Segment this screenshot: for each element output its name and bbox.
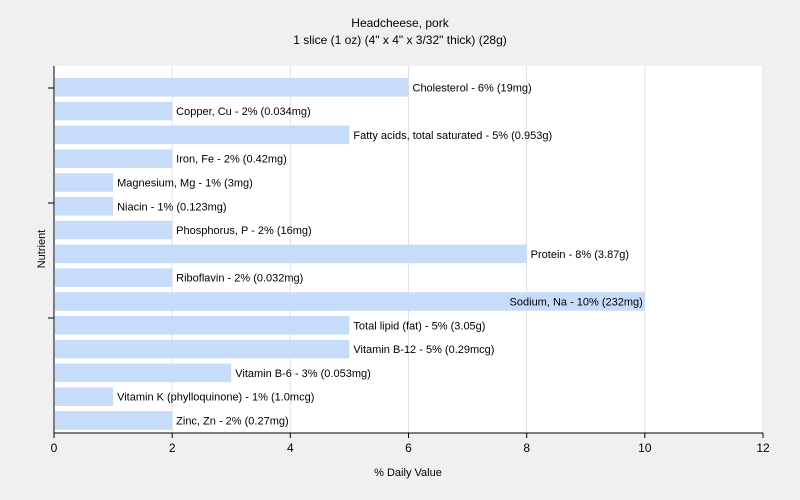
bar [55, 197, 114, 216]
bar [55, 173, 114, 192]
x-tick-label: 12 [756, 441, 770, 455]
bar [55, 244, 527, 264]
chart-title: Headcheese, pork [351, 16, 449, 30]
bar-label: Zinc, Zn - 2% (0.27mg) [176, 415, 288, 427]
x-axis-label: % Daily Value [374, 467, 442, 479]
bar-label: Niacin - 1% (0.123mg) [117, 201, 226, 213]
x-tick-label: 4 [287, 441, 294, 455]
bar [55, 387, 114, 406]
bar [55, 316, 350, 335]
bar-label: Magnesium, Mg - 1% (3mg) [117, 177, 253, 189]
bar [55, 268, 173, 287]
bar [55, 78, 409, 97]
bar-labels: Cholesterol - 6% (19mg) Copper, Cu - 2% (… [117, 82, 643, 427]
x-tick-label: 2 [169, 441, 176, 455]
bar-label: Copper, Cu - 2% (0.034mg) [176, 106, 311, 118]
bar-label: Vitamin B-6 - 3% (0.053mg) [235, 368, 371, 380]
bar-label: Fatty acids, total saturated - 5% (0.953… [353, 130, 552, 142]
bar [55, 220, 173, 240]
bar-label: Vitamin K (phylloquinone) - 1% (1.0mcg) [117, 392, 314, 404]
bars [55, 78, 645, 430]
x-ticks: 0 2 4 6 8 10 12 [51, 433, 770, 455]
x-tick-label: 10 [638, 441, 652, 455]
bar-label: Sodium, Na - 10% (232mg) [510, 296, 643, 308]
bar-label: Iron, Fe - 2% (0.42mg) [176, 154, 287, 166]
bar-label: Phosphorus, P - 2% (16mg) [176, 225, 312, 237]
bar [55, 411, 173, 430]
x-tick-label: 6 [405, 441, 412, 455]
bar-label: Riboflavin - 2% (0.032mg) [176, 273, 303, 285]
bar-label: Total lipid (fat) - 5% (3.05g) [353, 320, 485, 332]
x-tick-label: 8 [523, 441, 530, 455]
bar [55, 339, 350, 359]
bar [55, 292, 645, 311]
bar [55, 125, 350, 145]
bar-label: Vitamin B-12 - 5% (0.29mcg) [353, 344, 494, 356]
bar-label: Cholesterol - 6% (19mg) [413, 82, 532, 94]
bar-label: Protein - 8% (3.87g) [531, 249, 629, 261]
bar [55, 363, 232, 383]
y-axis-label: Nutrient [36, 230, 48, 269]
chart-subtitle: 1 slice (1 oz) (4" x 4" x 3/32" thick) (… [293, 33, 507, 47]
bar [55, 149, 173, 168]
x-tick-label: 0 [51, 441, 58, 455]
bar [55, 101, 173, 121]
